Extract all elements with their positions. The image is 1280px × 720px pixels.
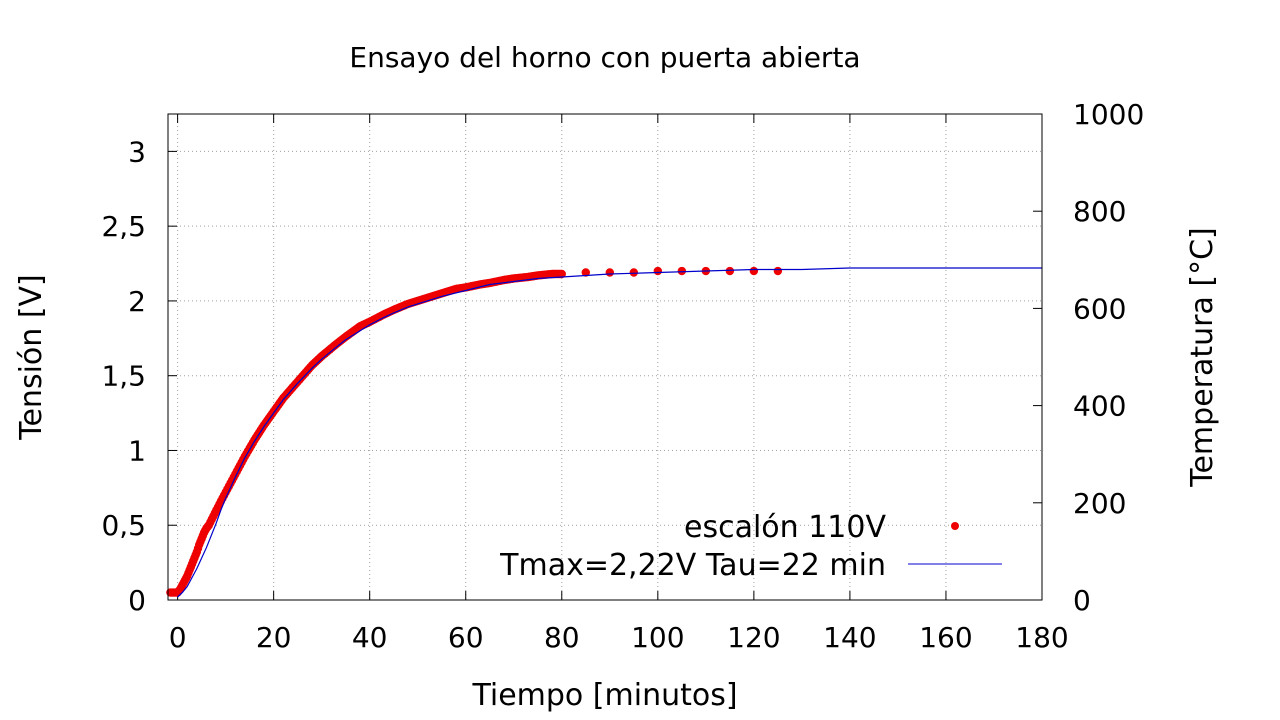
grid-lines <box>168 114 1042 600</box>
legend: escalón 110V Tmax=2,22V Tau=22 min <box>499 510 1002 583</box>
plot-area <box>166 266 1042 598</box>
x-tick-label: 160 <box>919 621 972 654</box>
y2-tick-label: 800 <box>1073 195 1126 228</box>
legend-label-measured: escalón 110V <box>684 510 886 545</box>
y2-axis-label: Temperatura [°C] <box>1185 227 1220 488</box>
chart-title: Ensayo del horno con puerta abierta <box>349 41 860 74</box>
y-axis-label: Tensión [V] <box>14 274 49 441</box>
series-measured <box>166 266 783 597</box>
data-point-measured <box>677 266 687 276</box>
x-tick-label: 20 <box>256 621 292 654</box>
tick-labels: 0 20 40 60 80 100 120 140 160 18000,511,522,53020… <box>101 98 1144 654</box>
x-tick-label: 40 <box>352 621 388 654</box>
series-model-line <box>177 267 1042 598</box>
y-tick-label: 0 <box>128 584 146 617</box>
data-point-measured <box>557 269 566 279</box>
y-tick-label: 2 <box>128 285 146 318</box>
y-tick-label: 2,5 <box>101 210 146 243</box>
data-point-measured <box>605 268 615 277</box>
y-tick-label: 3 <box>128 135 146 168</box>
data-point-measured <box>629 268 639 277</box>
y-tick-label: 0,5 <box>101 509 146 542</box>
y2-tick-label: 1000 <box>1073 98 1144 131</box>
x-tick-label: 180 <box>1015 621 1068 654</box>
y2-tick-label: 600 <box>1073 292 1126 325</box>
y2-tick-label: 200 <box>1073 487 1126 520</box>
data-point-measured <box>653 266 663 276</box>
plot-frame <box>167 113 1043 601</box>
x-tick-label: 140 <box>823 621 876 654</box>
data-point-measured <box>749 266 759 276</box>
x-tick-label: 60 <box>448 621 484 654</box>
data-point-measured <box>581 268 590 277</box>
y-tick-label: 1,5 <box>101 360 146 393</box>
data-point-measured <box>725 266 735 276</box>
y2-tick-label: 0 <box>1073 584 1091 617</box>
x-tick-label: 100 <box>631 621 684 654</box>
legend-label-model: Tmax=2,22V Tau=22 min <box>499 548 886 583</box>
tick-marks <box>168 113 1043 601</box>
x-tick-label: 120 <box>727 621 780 654</box>
legend-marker-measured <box>951 522 959 530</box>
data-point-measured <box>773 266 783 276</box>
x-tick-label: 0 <box>169 621 187 654</box>
x-tick-label: 80 <box>544 621 580 654</box>
y-tick-label: 1 <box>128 434 146 467</box>
y2-tick-label: 400 <box>1073 390 1126 423</box>
x-axis-label: Tiempo [minutos] <box>471 678 737 713</box>
